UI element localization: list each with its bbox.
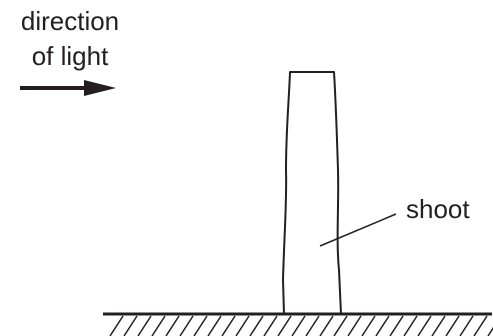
hatch-mark <box>417 315 432 336</box>
hatch-mark <box>249 315 264 336</box>
hatch-mark <box>137 315 152 336</box>
hatch-mark <box>361 315 376 336</box>
hatch-mark <box>431 315 446 336</box>
hatch-mark <box>403 315 418 336</box>
hatch-mark <box>375 315 390 336</box>
hatch-mark <box>165 315 180 336</box>
shoot-label: shoot <box>406 194 470 224</box>
hatch-mark <box>179 315 194 336</box>
hatch-mark <box>291 315 306 336</box>
hatch-mark <box>151 315 166 336</box>
hatch-mark <box>305 315 320 336</box>
direction-label-line1: direction <box>21 6 119 36</box>
hatch-mark <box>459 315 474 336</box>
hatch-mark <box>487 326 493 336</box>
ground-hatching <box>109 315 493 336</box>
hatch-mark <box>319 315 334 336</box>
hatch-mark <box>123 315 138 336</box>
hatch-mark <box>235 315 250 336</box>
hatch-mark <box>389 315 404 336</box>
hatch-mark <box>193 315 208 336</box>
shoot <box>282 71 342 315</box>
hatch-mark <box>207 315 222 336</box>
hatch-mark <box>221 315 236 336</box>
hatch-mark <box>445 315 460 336</box>
hatch-mark <box>109 315 124 336</box>
arrow-right-icon <box>20 80 116 96</box>
hatch-mark <box>263 315 278 336</box>
hatch-mark <box>333 315 348 336</box>
hatch-mark <box>473 315 488 336</box>
shoot-leader-line <box>319 213 397 247</box>
hatch-mark <box>277 315 292 336</box>
direction-label-line2: of light <box>32 41 109 71</box>
hatch-mark <box>347 315 362 336</box>
